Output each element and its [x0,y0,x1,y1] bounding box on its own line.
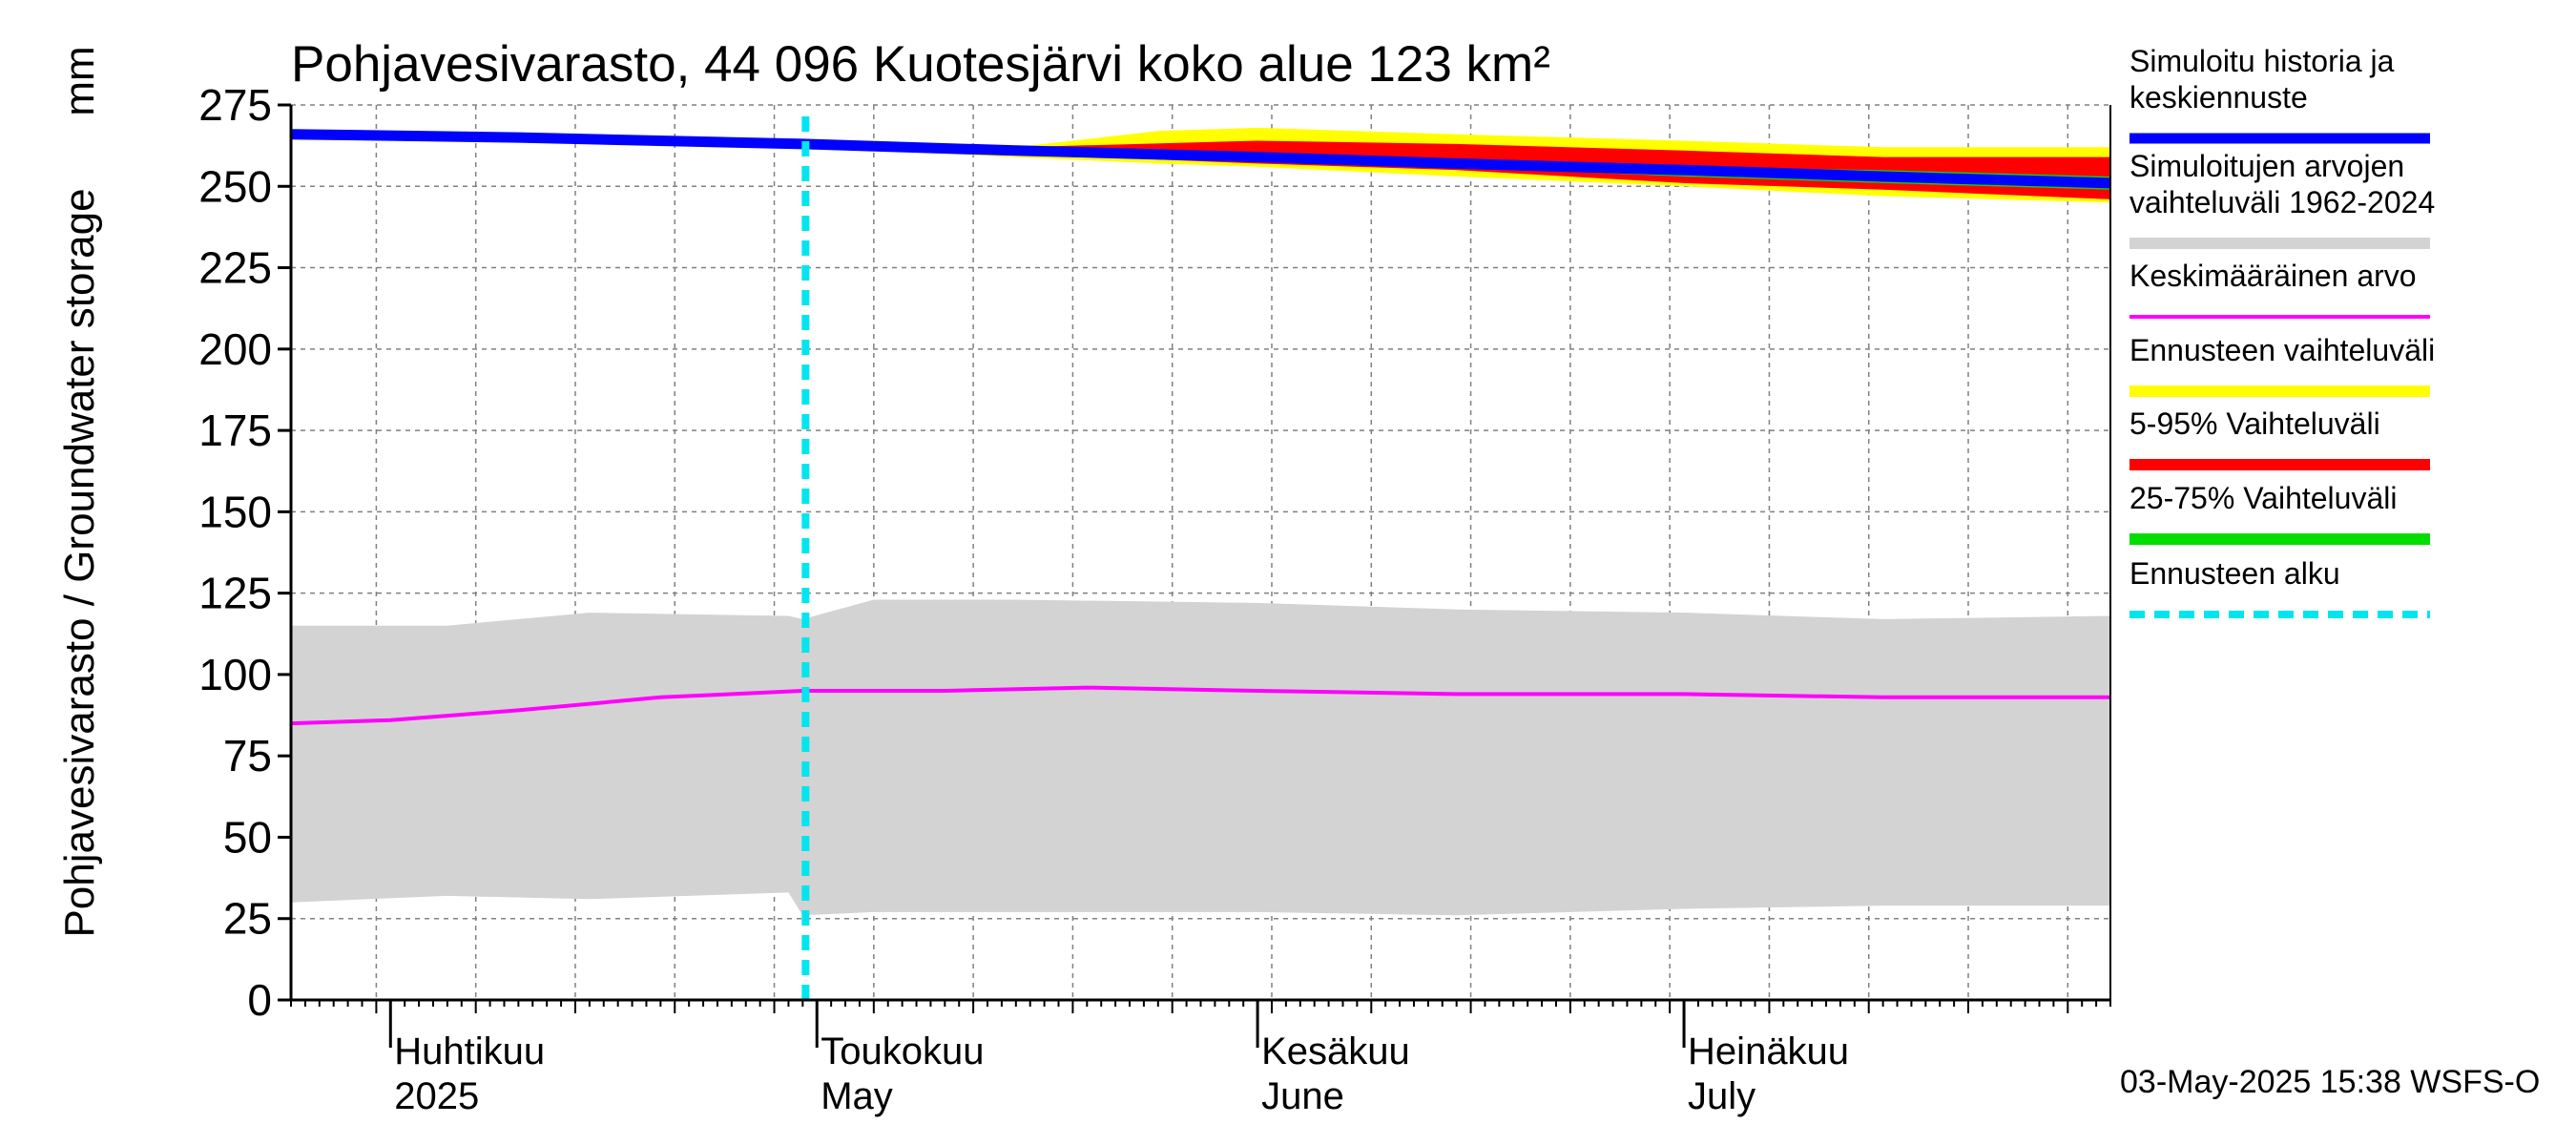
y-tick-label: 75 [223,731,272,781]
legend-item-keskimaarainen-arvo: Keskimääräinen arvo [2129,259,2430,319]
timestamp: 03-May-2025 15:38 WSFS-O [2120,1064,2540,1100]
axes: 0 25 50 75 100 125 150 175 200 225 250 275 Huhtikuu2… [198,80,2111,1117]
legend-item-ennusteen-alku: Ennusteen alku [2129,556,2430,618]
y-tick-label: 250 [198,161,272,211]
legend-item-simuloitujen-arvojen-vaihteluvali-1962-2024: Simuloitujen arvojen vaihteluväli 1962-20… [2129,149,2435,249]
legend-label: Keskimääräinen arvo [2129,259,2417,293]
month-sublabel-may: May [821,1075,893,1117]
legend-label: 5-95% Vaihteluväli [2129,406,2380,441]
series-layer [290,116,2111,1000]
month-label-huhtikuu: Huhtikuu [394,1030,545,1072]
month-label-toukokuu: Toukokuu [821,1030,984,1072]
y-tick-label: 275 [198,80,272,130]
legend-item-ennusteen-vaihteluvali: Ennusteen vaihteluväli [2129,333,2435,397]
legend-label: Simuloitujen arvojen vaihteluväli 1962-20… [2129,149,2435,219]
y-tick-label: 50 [223,812,272,862]
y-tick-label: 175 [198,406,272,455]
legend-item-25-75-vaihteluvali: 25-75% Vaihteluväli [2129,481,2430,545]
y-tick-label: 150 [198,487,272,536]
month-sublabel-july: July [1688,1075,1755,1117]
month-sublabel-2025: 2025 [394,1075,479,1117]
y-tick-label: 25 [223,894,272,944]
y-tick-label: 125 [198,569,272,618]
legend-item-simuloitu-historia-ja-keskiennuste: Simuloitu historia ja keskiennuste [2129,44,2430,144]
legend-item-5-95-vaihteluvali: 5-95% Vaihteluväli [2129,406,2430,470]
legend-label: Ennusteen alku [2129,556,2340,591]
chart-title: Pohjavesivarasto, 44 096 Kuotesjärvi kok… [291,36,1550,93]
y-axis-label: Pohjavesivarasto / Groundwater storage [56,188,103,937]
legend: Simuloitu historia ja keskiennuste Simuloi… [2129,44,2435,618]
series-simuloitu-historia-ja-keskiennuste [290,129,2111,189]
series-simuloitujen-arvojen-vaihteluvali-1962-2024 [291,599,2110,916]
y-tick-label: 0 [247,975,272,1025]
y-tick-label: 225 [198,243,272,293]
month-label-kesakuu: Kesäkuu [1261,1030,1410,1072]
legend-label: 25-75% Vaihteluväli [2129,481,2397,515]
legend-label: Simuloitu historia ja keskiennuste [2129,44,2395,114]
y-axis-unit: mm [56,46,103,115]
month-sublabel-june: June [1261,1075,1344,1117]
month-label-heinakuu: Heinäkuu [1688,1030,1849,1072]
y-tick-label: 100 [198,650,272,699]
y-tick-label: 200 [198,324,272,374]
series-keskimaarainen-arvo [290,685,2110,726]
legend-label: Ennusteen vaihteluväli [2129,333,2435,367]
